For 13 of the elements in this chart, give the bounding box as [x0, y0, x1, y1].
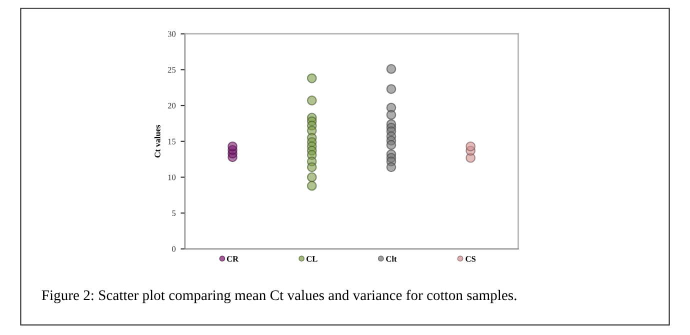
y-tick-label: 20	[168, 102, 176, 108]
x-tick-label: CL	[306, 256, 318, 262]
x-tick-label: CR	[226, 256, 239, 262]
y-tick-label: 25	[168, 67, 176, 73]
y-tick-label: 10	[168, 174, 176, 180]
y-tick-label: 5	[172, 210, 176, 216]
y-tick-label: 0	[172, 246, 176, 252]
y-tick-label: 15	[168, 138, 176, 144]
x-tick-label: CS	[466, 256, 476, 262]
caption: Figure 2: Scatter plot comparing mean Ct values and variance for cotton samples.	[42, 290, 516, 304]
x-tick-label: Clt	[386, 256, 397, 262]
y-axis-title: Ct values	[154, 125, 160, 158]
y-tick-label: 30	[168, 31, 176, 37]
